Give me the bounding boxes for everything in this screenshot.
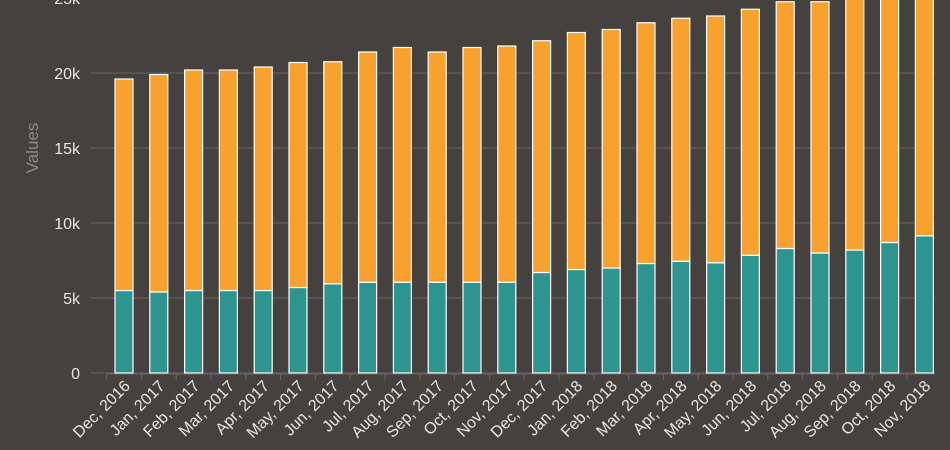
bar-top-segment [705,15,726,264]
bar-top-segment [184,69,204,292]
bar-bottom-segment [149,291,169,374]
bar-bottom-segment [531,271,552,374]
bar-top-segment [775,1,795,250]
y-tick-label: 25k [54,0,81,8]
bar-top-segment [462,46,482,283]
bar-top-segment [149,73,169,293]
bar-bottom-segment [392,281,412,374]
bar-bottom-segment [462,281,482,374]
bar-top-segment [845,0,865,251]
bar-top-segment [601,28,621,269]
y-tick-label: 10k [54,216,81,233]
bar-top-segment [253,66,273,292]
y-axis: 0 5k 10k 15k 20k 25k [54,0,81,383]
bar-top-segment [497,45,517,283]
bar-bottom-segment [775,247,795,374]
bar-bottom-segment [288,286,308,374]
bar-bottom-segment [671,260,691,374]
bars [114,0,935,374]
y-tick-label: 0 [71,366,80,383]
bar-top-segment [288,61,308,289]
bar-bottom-segment [740,254,761,374]
bar-top-segment [531,40,552,274]
bar-bottom-segment [705,262,726,374]
bar-top-segment [392,46,412,283]
y-tick-label: 20k [54,66,81,83]
bar-top-segment [114,78,134,292]
y-axis-title: Values [23,123,42,174]
bar-top-segment [914,0,935,237]
bar-top-segment [358,51,378,283]
bar-bottom-segment [566,268,587,374]
bar-bottom-segment [845,249,865,374]
bar-top-segment [879,0,900,244]
bar-bottom-segment [253,289,273,374]
bar-top-segment [566,31,587,271]
bar-bottom-segment [114,289,134,374]
bar-bottom-segment [497,281,517,374]
bar-top-segment [218,69,238,292]
bar-top-segment [323,61,343,285]
bar-bottom-segment [184,289,204,374]
bar-top-segment [740,8,761,256]
bar-bottom-segment [914,235,935,374]
bar-bottom-segment [810,252,830,374]
bar-top-segment [636,22,656,265]
bar-bottom-segment [427,281,447,374]
bar-top-segment [427,51,447,283]
bar-top-segment [810,1,830,254]
y-tick-label: 15k [54,141,81,158]
bar-bottom-segment [879,241,900,374]
bar-bottom-segment [358,281,378,374]
bar-bottom-segment [636,262,656,374]
bar-bottom-segment [218,289,238,374]
bar-bottom-segment [323,283,343,374]
y-tick-label: 5k [63,291,81,308]
bar-bottom-segment [601,267,621,374]
bar-top-segment [671,17,691,262]
